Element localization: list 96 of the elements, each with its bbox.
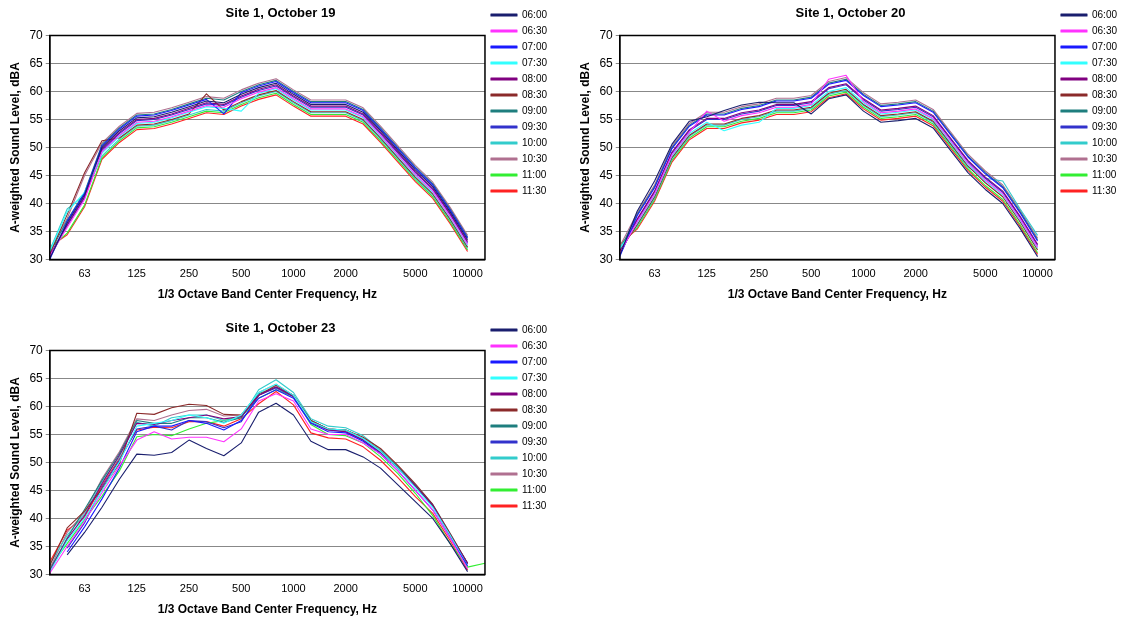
x-tick-label: 2000 [333, 582, 358, 595]
x-tick-label: 125 [127, 582, 146, 595]
y-axis-title: A-weighted Sound Level, dBA [7, 61, 22, 233]
legend-label: 08:00 [1091, 72, 1118, 84]
x-tick-label: 500 [232, 582, 251, 595]
legend-label: 06:00 [521, 323, 548, 335]
legend-label: 08:30 [521, 88, 548, 100]
legend-label: 10:30 [521, 152, 548, 164]
y-tick-label: 60 [599, 83, 614, 98]
x-tick-label: 250 [179, 582, 199, 595]
legend-label: 08:00 [521, 72, 548, 84]
y-axis-title: A-weighted Sound Level, dBA [577, 61, 592, 233]
y-tick-label: 60 [29, 83, 44, 98]
chart-title: Site 1, October 19 [225, 5, 336, 21]
y-tick-label: 60 [29, 398, 44, 413]
x-tick-label: 10000 [1022, 267, 1053, 280]
x-tick-label: 5000 [403, 267, 428, 280]
x-tick-label: 125 [127, 267, 146, 280]
y-tick-label: 50 [29, 139, 44, 154]
legend-label: 07:00 [521, 355, 548, 367]
chart-title: Site 1, October 20 [795, 5, 906, 21]
x-axis-title: 1/3 Octave Band Center Frequency, Hz [157, 287, 377, 302]
legend-label: 07:00 [1091, 40, 1118, 52]
y-axis-title: A-weighted Sound Level, dBA [7, 376, 22, 548]
y-tick-label: 70 [29, 27, 44, 42]
y-tick-label: 30 [599, 251, 614, 266]
legend-label: 09:30 [1091, 120, 1118, 132]
x-tick-label: 5000 [403, 582, 428, 595]
legend-label: 10:30 [1091, 152, 1118, 164]
y-tick-label: 45 [29, 482, 44, 497]
x-tick-label: 125 [697, 267, 716, 280]
legend-label: 11:30 [1091, 184, 1117, 196]
x-tick-label: 500 [802, 267, 821, 280]
y-tick-label: 50 [599, 139, 614, 154]
legend-label: 07:30 [521, 56, 548, 68]
x-tick-label: 1000 [281, 582, 306, 595]
y-tick-label: 65 [29, 55, 44, 70]
x-tick-label: 250 [179, 267, 199, 280]
y-tick-label: 70 [29, 342, 44, 357]
y-tick-label: 55 [29, 111, 44, 126]
legend-label: 11:30 [521, 184, 547, 196]
x-tick-label: 2000 [903, 267, 928, 280]
y-tick-label: 45 [29, 167, 44, 182]
x-tick-label: 500 [232, 267, 251, 280]
legend-label: 11:30 [521, 499, 547, 511]
legend-label: 10:00 [521, 451, 548, 463]
legend-label: 09:30 [521, 120, 548, 132]
legend-label: 07:00 [521, 40, 548, 52]
y-tick-label: 45 [599, 167, 614, 182]
x-tick-label: 1000 [281, 267, 306, 280]
y-tick-label: 65 [29, 370, 44, 385]
x-tick-label: 10000 [452, 267, 483, 280]
y-tick-label: 65 [599, 55, 614, 70]
x-tick-label: 5000 [973, 267, 998, 280]
chart-title: Site 1, October 23 [225, 320, 336, 336]
legend-label: 09:00 [521, 104, 548, 116]
y-tick-label: 40 [599, 195, 614, 210]
legend-label: 08:00 [521, 387, 548, 399]
x-tick-label: 2000 [333, 267, 358, 280]
legend-label: 11:00 [521, 483, 547, 495]
legend-label: 07:30 [521, 371, 548, 383]
x-tick-label: 63 [78, 582, 91, 595]
legend-label: 09:30 [521, 435, 548, 447]
y-tick-label: 55 [599, 111, 614, 126]
legend-label: 06:00 [521, 8, 548, 20]
legend-label: 06:30 [521, 339, 548, 351]
y-tick-label: 40 [29, 510, 44, 525]
legend-label: 06:30 [1091, 24, 1118, 36]
legend-label: 09:00 [1091, 104, 1118, 116]
x-tick-label: 250 [749, 267, 769, 280]
y-tick-label: 35 [599, 223, 614, 238]
y-tick-label: 55 [29, 426, 44, 441]
y-tick-label: 30 [29, 251, 44, 266]
legend-label: 10:30 [521, 467, 548, 479]
legend-label: 08:30 [521, 403, 548, 415]
y-tick-label: 30 [29, 566, 44, 581]
x-tick-label: 63 [648, 267, 661, 280]
legend-label: 08:30 [1091, 88, 1118, 100]
legend-label: 11:00 [521, 168, 547, 180]
legend-label: 10:00 [1091, 136, 1118, 148]
legend-label: 06:00 [1091, 8, 1118, 20]
y-tick-label: 40 [29, 195, 44, 210]
y-tick-label: 35 [29, 223, 44, 238]
x-tick-label: 63 [78, 267, 91, 280]
x-tick-label: 1000 [851, 267, 876, 280]
legend-label: 07:30 [1091, 56, 1118, 68]
x-tick-label: 10000 [452, 582, 483, 595]
y-tick-label: 35 [29, 538, 44, 553]
legend-label: 06:30 [521, 24, 548, 36]
legend-label: 10:00 [521, 136, 548, 148]
y-tick-label: 50 [29, 454, 44, 469]
y-tick-label: 70 [599, 27, 614, 42]
legend-label: 09:00 [521, 419, 548, 431]
x-axis-title: 1/3 Octave Band Center Frequency, Hz [157, 602, 377, 617]
x-axis-title: 1/3 Octave Band Center Frequency, Hz [727, 287, 947, 302]
legend-label: 11:00 [1091, 168, 1117, 180]
